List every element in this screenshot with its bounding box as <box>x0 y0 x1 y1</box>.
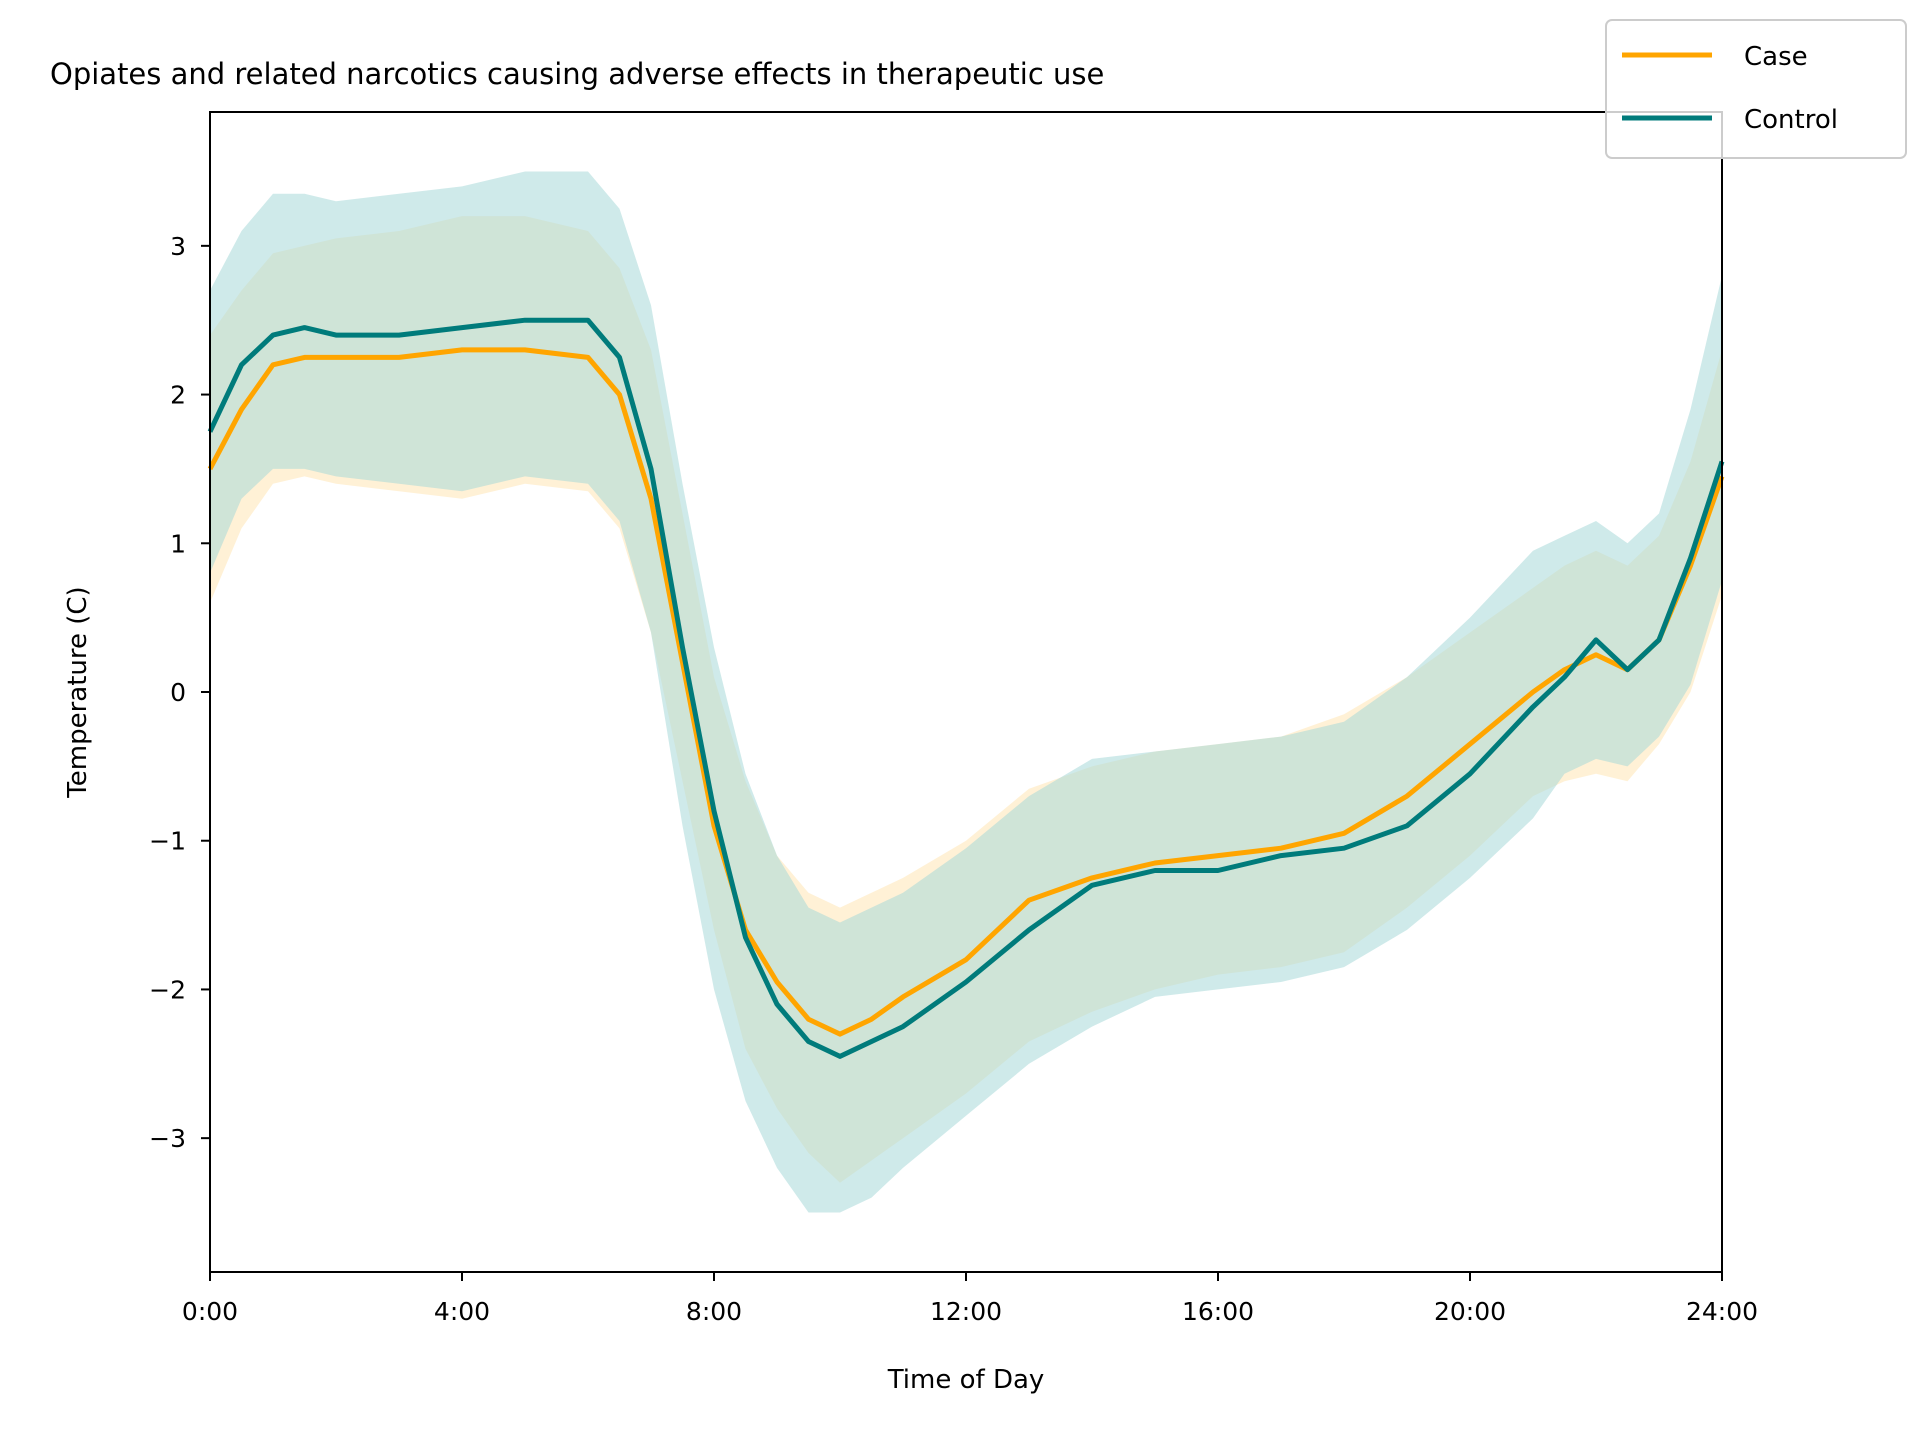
y-tick-label: −3 <box>149 1124 186 1153</box>
x-tick-label: 0:00 <box>182 1297 238 1326</box>
x-tick-label: 20:00 <box>1434 1297 1506 1326</box>
x-tick-label: 16:00 <box>1182 1297 1254 1326</box>
y-tick-label: −1 <box>149 827 186 856</box>
y-tick-label: 0 <box>170 678 186 707</box>
chart-title: Opiates and related narcotics causing ad… <box>50 57 1104 91</box>
legend-label-case: Case <box>1744 42 1808 72</box>
band-control <box>210 171 1722 1213</box>
legend-label-control: Control <box>1744 105 1838 135</box>
line-case <box>207 347 1725 1037</box>
y-tick-label: −2 <box>149 975 186 1004</box>
legend-box <box>1605 19 1907 159</box>
x-axis-ticks: 0:00 4:00 8:00 12:00 16:00 20:00 24:00 <box>182 1272 1758 1326</box>
y-tick-label: 1 <box>170 529 186 558</box>
x-tick-label: 4:00 <box>434 1297 490 1326</box>
x-tick-label: 24:00 <box>1686 1297 1758 1326</box>
legend: Case Control <box>1605 19 1907 159</box>
x-tick-label: 12:00 <box>930 1297 1002 1326</box>
x-tick-label: 8:00 <box>686 1297 742 1326</box>
x-axis-label: Time of Day <box>887 1365 1045 1395</box>
series-lines <box>207 317 1725 1059</box>
y-axis-label: Temperature (C) <box>63 586 93 798</box>
line-control <box>207 317 1725 1059</box>
y-tick-label: 3 <box>170 232 186 261</box>
confidence-bands <box>210 171 1722 1213</box>
y-tick-label: 2 <box>170 381 186 410</box>
y-axis-ticks: 3 2 1 0 −1 −2 −3 <box>149 232 210 1153</box>
